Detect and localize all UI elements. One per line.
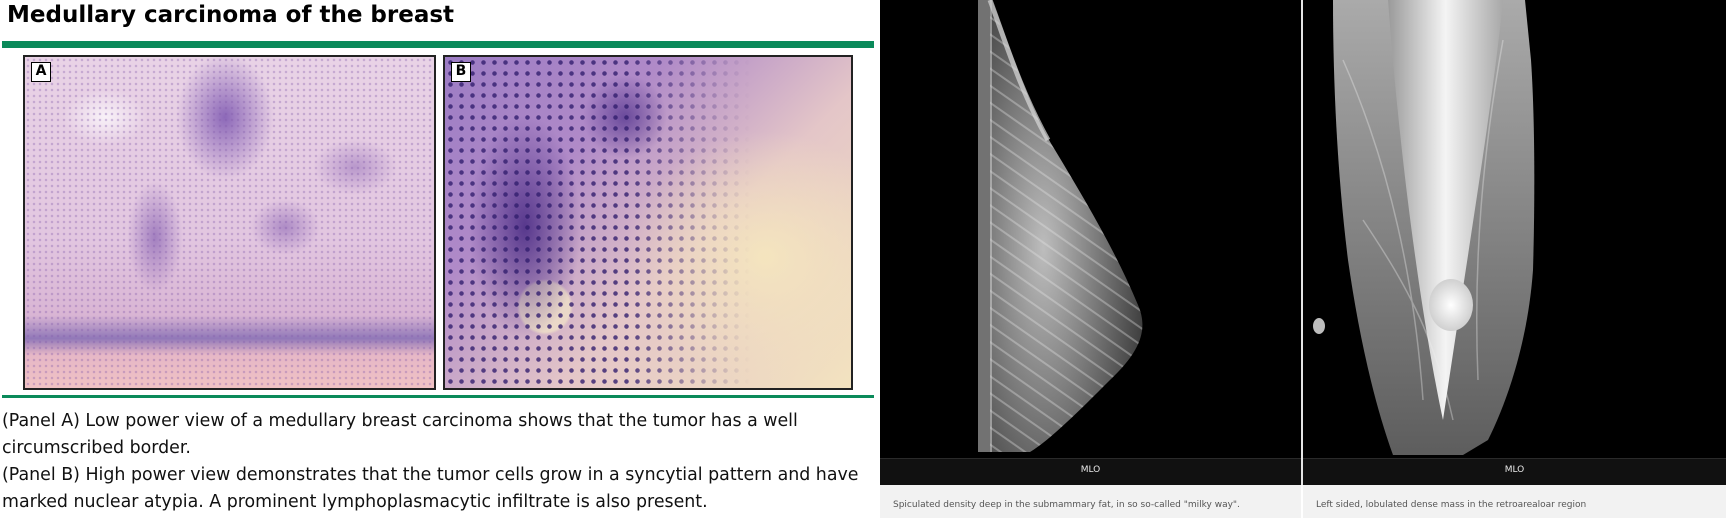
histology-panel-b: B bbox=[443, 55, 853, 390]
histology-panel-a: A bbox=[23, 55, 436, 390]
viewer-divider bbox=[1301, 0, 1303, 485]
mammogram-viewer-2: MLO Left sided, lobulated dense mass in … bbox=[1303, 0, 1726, 518]
figure-caption: (Panel A) Low power view of a medullary … bbox=[2, 408, 872, 516]
mammogram-viewer-1: MLO Spiculated density deep in the subma… bbox=[880, 0, 1301, 518]
mammogram-image-1[interactable] bbox=[880, 0, 1301, 458]
histology-figure: Medullary carcinoma of the breast A B (P… bbox=[2, 2, 874, 516]
caption-panel-b: (Panel B) High power view demonstrates t… bbox=[2, 465, 859, 512]
viewer-2-toolbar: MLO bbox=[1303, 458, 1726, 485]
panel-b-label: B bbox=[451, 62, 471, 82]
caption-rule bbox=[2, 395, 874, 398]
view-label-1: MLO bbox=[1080, 465, 1101, 475]
caption-panel-a: (Panel A) Low power view of a medullary … bbox=[2, 411, 798, 458]
viewer-1-toolbar: MLO bbox=[880, 458, 1301, 485]
image-caption-2: Left sided, lobulated dense mass in the … bbox=[1316, 500, 1587, 510]
view-label-2: MLO bbox=[1504, 465, 1525, 475]
mammogram-image-2[interactable] bbox=[1303, 0, 1726, 458]
image-caption-1: Spiculated density deep in the submammar… bbox=[893, 500, 1240, 510]
figure-title: Medullary carcinoma of the breast bbox=[7, 2, 455, 28]
panel-a-label: A bbox=[31, 62, 51, 82]
title-rule bbox=[2, 41, 874, 48]
